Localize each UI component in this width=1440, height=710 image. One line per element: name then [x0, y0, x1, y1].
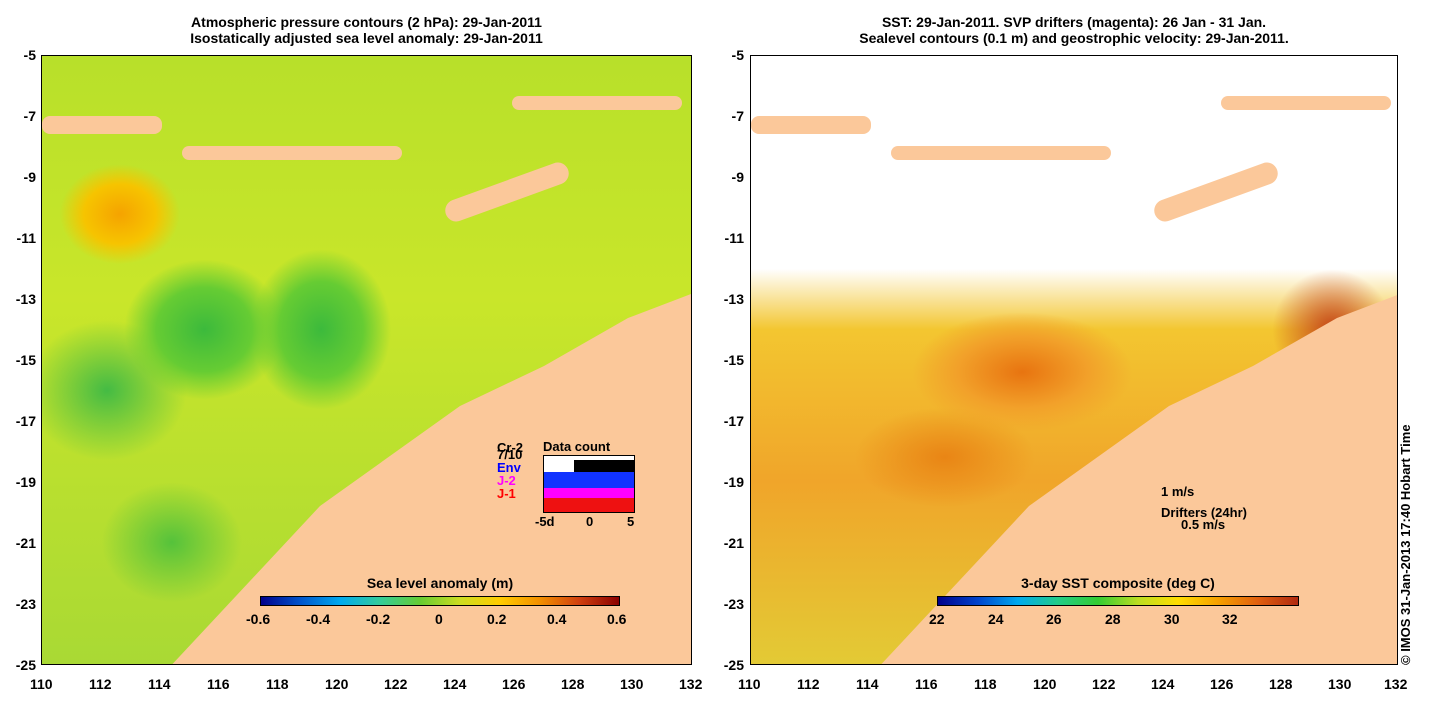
left-ytick-8: -21	[15, 535, 36, 551]
left-xtick-4: 118	[266, 676, 289, 692]
right-ytick-6: -17	[723, 413, 744, 429]
data-count-label-env: Env	[497, 460, 521, 475]
left-colorbar-title: Sea level anomaly (m)	[366, 575, 514, 591]
left-cb-tick-2: -0.2	[366, 611, 391, 627]
right-xtick-3: 116	[915, 676, 938, 692]
left-xtick-3: 116	[207, 676, 230, 692]
data-count-label-j1: J-1	[497, 486, 516, 501]
left-ytick-3: -11	[16, 230, 36, 246]
land-java	[42, 116, 162, 134]
left-xtick-8: 126	[502, 676, 526, 692]
land-island-ne	[512, 96, 682, 110]
left-xtick-0: 110	[30, 676, 53, 692]
left-cb-tick-0: -0.6	[246, 611, 271, 627]
right-cb-tick-4: 30	[1164, 611, 1180, 627]
left-cb-tick-1: -0.4	[306, 611, 331, 627]
right-ytick-2: -9	[731, 169, 744, 185]
right-ytick-8: -21	[723, 535, 744, 551]
right-ytick-0: -5	[731, 47, 744, 63]
data-count-xtick-0: -5d	[535, 514, 555, 529]
left-xtick-10: 130	[620, 676, 644, 692]
land-lesser-sunda	[182, 146, 402, 160]
left-cb-tick-4: 0.2	[487, 611, 507, 627]
sst-map: 1 m/s Drifters (24hr) 0.5 m/s 3-day SST …	[750, 55, 1398, 665]
left-ytick-9: -23	[15, 596, 36, 612]
right-title-line2: Sealevel contours (0.1 m) and geostrophi…	[859, 30, 1289, 46]
sea-level-colorbar	[260, 596, 620, 606]
data-count-label-j2: J-2	[497, 473, 516, 488]
right-cb-tick-3: 28	[1105, 611, 1121, 627]
credit-text: © IMOS 31-Jan-2013 17:40 Hobart Time	[1398, 424, 1413, 665]
right-xtick-1: 112	[797, 676, 820, 692]
left-xtick-6: 122	[384, 676, 408, 692]
left-title-line2: Isostatically adjusted sea level anomaly…	[190, 30, 543, 46]
right-ytick-3: -11	[724, 230, 744, 246]
left-ytick-5: -15	[15, 352, 36, 368]
left-xtick-2: 114	[148, 676, 171, 692]
left-ytick-10: -25	[15, 657, 36, 673]
right-xtick-6: 122	[1092, 676, 1116, 692]
right-title-line1: SST: 29-Jan-2011. SVP drifters (magenta)…	[881, 14, 1267, 30]
data-count-xtick-1: 0	[586, 514, 594, 529]
data-count-label-cr2: Cr-2	[497, 440, 524, 455]
right-cb-tick-2: 26	[1046, 611, 1062, 627]
left-cb-tick-5: 0.4	[547, 611, 567, 627]
right-colorbar-title: 3-day SST composite (deg C)	[1021, 575, 1215, 591]
right-xtick-9: 128	[1269, 676, 1293, 692]
data-count-histogram	[543, 455, 635, 513]
left-xtick-5: 120	[325, 676, 349, 692]
right-xtick-11: 132	[1384, 676, 1408, 692]
left-xtick-11: 132	[679, 676, 703, 692]
land-lesser-sunda	[891, 146, 1111, 160]
right-ytick-9: -23	[723, 596, 744, 612]
land-java	[751, 116, 871, 134]
data-count-title: Data count	[543, 439, 611, 454]
left-xtick-7: 124	[443, 676, 467, 692]
drifters-scale-label: 0.5 m/s	[1181, 517, 1226, 532]
right-ytick-4: -13	[723, 291, 744, 307]
right-xtick-0: 110	[738, 676, 761, 692]
left-ytick-1: -7	[23, 108, 36, 124]
left-title-line1: Atmospheric pressure contours (2 hPa): 2…	[191, 14, 542, 30]
left-cb-tick-6: 0.6	[607, 611, 627, 627]
data-count-labels: Cr-2 7/10 Env J-2 J-1	[497, 441, 523, 500]
data-count-label-710: 7/10	[497, 447, 523, 462]
left-ytick-6: -17	[15, 413, 36, 429]
right-xtick-5: 120	[1033, 676, 1057, 692]
right-cb-tick-5: 32	[1222, 611, 1238, 627]
right-xtick-2: 114	[856, 676, 879, 692]
right-xtick-4: 118	[974, 676, 997, 692]
velocity-scale-label: 1 m/s	[1161, 484, 1195, 499]
land-timor	[442, 159, 572, 225]
right-cb-tick-1: 24	[988, 611, 1004, 627]
sst-colorbar	[937, 596, 1299, 606]
left-xtick-1: 112	[89, 676, 112, 692]
land-island-ne	[1221, 96, 1391, 110]
left-xtick-9: 128	[561, 676, 585, 692]
right-ytick-5: -15	[723, 352, 744, 368]
data-count-xtick-2: 5	[627, 514, 635, 529]
land-australia	[861, 286, 1397, 664]
left-ytick-0: -5	[23, 47, 36, 63]
drifters-label: Drifters (24hr)	[1161, 505, 1247, 520]
right-ytick-1: -7	[731, 108, 744, 124]
right-title: SST: 29-Jan-2011. SVP drifters (magenta)…	[750, 14, 1398, 46]
left-ytick-4: -13	[15, 291, 36, 307]
right-ytick-7: -19	[723, 474, 744, 490]
left-ytick-2: -9	[23, 169, 36, 185]
right-cb-tick-0: 22	[929, 611, 945, 627]
right-xtick-10: 130	[1328, 676, 1352, 692]
land-timor	[1151, 159, 1281, 225]
left-ytick-7: -19	[15, 474, 36, 490]
left-title: Atmospheric pressure contours (2 hPa): 2…	[41, 14, 692, 46]
right-xtick-8: 126	[1210, 676, 1234, 692]
sea-level-anomaly-map: Cr-2 7/10 Env J-2 J-1 Data count -5d 0 5…	[41, 55, 692, 665]
left-cb-tick-3: 0	[435, 611, 443, 627]
data-count-inset: Cr-2 7/10 Env J-2 J-1 Data count -5d 0 5	[497, 439, 657, 531]
right-ytick-10: -25	[723, 657, 744, 673]
right-xtick-7: 124	[1151, 676, 1175, 692]
